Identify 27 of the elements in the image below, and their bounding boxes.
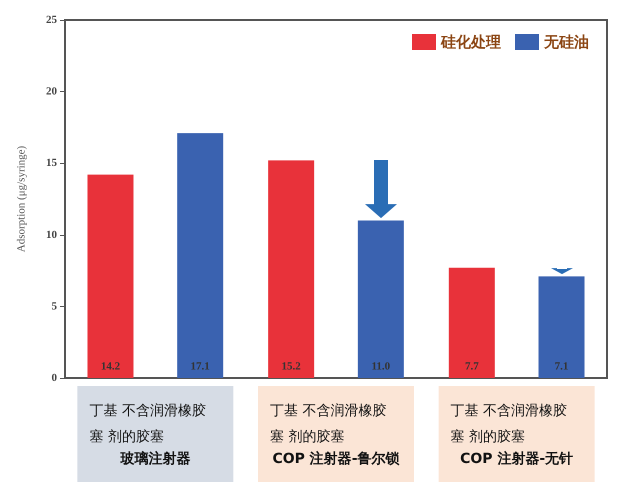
y-axis-title: Adsorption (μg/syringe) [16,145,28,252]
text: COP 注射器-无针 [460,450,574,467]
data-label: 17.1 [190,360,210,372]
bar [538,276,585,378]
data-label: 11.0 [372,360,391,372]
text: 丁基 不含润滑橡胶塞 剂的胶塞 [89,403,206,445]
text: COP 注射器-鲁尔锁 [272,450,400,467]
bar [358,220,404,378]
data-label: 7.1 [554,360,568,372]
bar [268,160,314,378]
y-tick-label: 15 [46,157,58,170]
data-label: 7.7 [464,360,480,372]
bar [448,268,495,378]
data-label: 14.2 [100,360,121,372]
data-label: 15.2 [282,360,302,372]
y-tick-label: 0 [52,372,58,384]
bar [177,133,224,378]
y-tick-label: 10 [46,228,58,241]
y-tick-label: 5 [52,300,58,312]
y-tick-label: 20 [46,86,58,98]
text: 玻璃注射器 [119,450,190,467]
y-tick-label: 25 [46,14,58,26]
legend-label: 硅化处理 [440,33,501,51]
text: 丁基 不含润滑橡胶塞 剂的胶塞 [270,403,386,445]
text: 丁基 不含润滑橡胶塞 剂的胶塞 [450,403,568,445]
bar [87,174,134,378]
legend-label: 无硅油 [543,33,589,51]
